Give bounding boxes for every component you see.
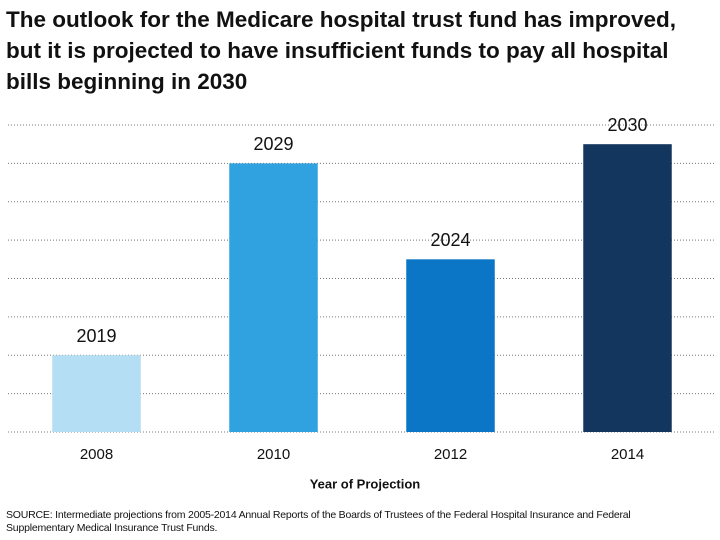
- data-label: 2029: [253, 134, 293, 154]
- data-label: 2030: [607, 115, 647, 135]
- bar: [583, 144, 672, 432]
- source-note: SOURCE: Intermediate projections from 20…: [6, 509, 631, 534]
- data-label: 2019: [76, 326, 116, 346]
- x-tick-label: 2008: [80, 446, 113, 463]
- bar: [52, 355, 141, 432]
- bar: [229, 163, 318, 432]
- data-label: 2024: [430, 230, 470, 250]
- x-axis-title: Year of Projection: [310, 476, 421, 491]
- x-tick-label: 2014: [611, 446, 644, 463]
- x-tick-label: 2010: [257, 446, 290, 463]
- x-tick-label: 2012: [434, 446, 467, 463]
- chart-title: The outlook for the Medicare hospital tr…: [6, 7, 677, 94]
- bar: [406, 259, 495, 432]
